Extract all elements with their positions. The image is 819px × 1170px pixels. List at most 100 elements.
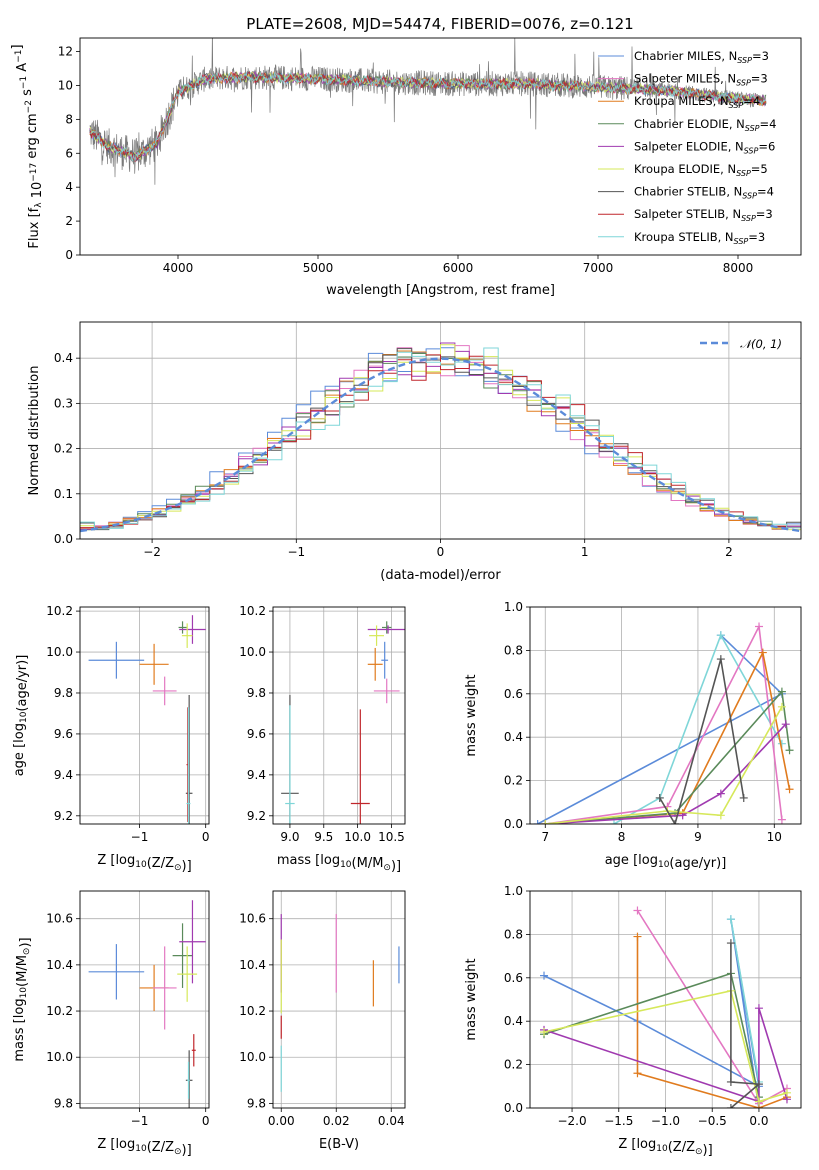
x-tick-label: 9.0 (280, 830, 299, 844)
figure-title: PLATE=2608, MJD=54474, FIBERID=0076, z=0… (246, 15, 633, 33)
x-tick-label: −1 (131, 1114, 149, 1128)
x-axis-label: Z [log10(Z/Z⊙)] (618, 1137, 712, 1158)
plot-area (88, 900, 206, 1108)
x-axis-label: (data-model)/error (380, 568, 501, 583)
y-axis-label: Normed distribution (27, 366, 42, 496)
x-tick-label: 8000 (723, 261, 754, 275)
series-marker (716, 655, 725, 664)
x-tick-label: 9 (694, 830, 702, 844)
y-tick-label: 9.4 (247, 768, 266, 782)
axes-frame (79, 890, 210, 1109)
x-tick-label: −1.5 (604, 1114, 633, 1128)
mass-vs-metallicity-panel: −1 0 9.8 10.0 10.2 10.4 10.6 Z [log10(Z/Z⊙)] mas… (12, 890, 210, 1158)
x-tick-label: −2 (143, 545, 161, 559)
series-marker (754, 1080, 763, 1089)
y-tick-label: 10.2 (46, 604, 73, 618)
y-tick-label: 12 (58, 45, 73, 59)
x-tick-label: 0.04 (378, 1114, 405, 1128)
legend-label: Salpeter ELODIE, NSSP=6 (634, 139, 775, 155)
y-axis-label: mass weight (464, 958, 479, 1040)
series-marker (540, 971, 549, 980)
y-tick-label: 0 (65, 248, 73, 262)
legend-label: Salpeter STELIB, NSSP=3 (634, 207, 773, 223)
legend-label: Chabrier MILES, NSSP=3 (634, 49, 769, 65)
x-tick-label: 0.00 (268, 1114, 295, 1128)
y-tick-label: 0.0 (504, 1101, 523, 1115)
series-marker (726, 939, 735, 948)
series-marker (633, 906, 642, 915)
y-tick-label: 10.0 (46, 1050, 73, 1064)
y-tick-label: 9.6 (247, 727, 266, 741)
y-tick-label: 9.2 (54, 809, 73, 823)
axes-frame (272, 606, 406, 825)
y-tick-label: 9.6 (54, 727, 73, 741)
y-tick-label: 4 (65, 180, 73, 194)
y-tick-label: 10 (58, 78, 73, 92)
x-tick-label: 0.02 (323, 1114, 350, 1128)
y-tick-label: 10.0 (239, 1050, 266, 1064)
series-marker (533, 820, 542, 824)
x-axis-label: age [log10(age/yr)] (605, 853, 727, 871)
x-tick-label: −0.5 (698, 1114, 727, 1128)
x-tick-label: 2 (725, 545, 733, 559)
x-tick-label: 1 (581, 545, 589, 559)
y-tick-label: 0.2 (504, 774, 523, 788)
series-line (545, 650, 791, 824)
series-marker (785, 746, 794, 755)
series-line (659, 658, 745, 824)
series-marker (777, 687, 786, 696)
series-marker (777, 815, 786, 824)
y-tick-label: 0.4 (54, 351, 73, 365)
axes-frame (529, 606, 802, 825)
legend-label: Salpeter MILES, NSSP=3 (634, 72, 768, 88)
y-axis-label: mass [log10(M/M⊙)] (12, 937, 33, 1061)
series-marker (671, 820, 680, 824)
axes-frame (272, 890, 406, 1109)
y-axis-label: age [log10(age/yr)] (12, 655, 30, 777)
plot-area (540, 906, 791, 1108)
series-marker (726, 1104, 735, 1108)
y-tick-label: 9.2 (247, 809, 266, 823)
y-tick-label: 2 (65, 214, 73, 228)
x-tick-label: 7000 (583, 261, 614, 275)
series-marker (716, 811, 725, 820)
y-tick-label: 0.8 (504, 643, 523, 657)
x-tick-label: 10.5 (378, 830, 405, 844)
legend-label: Kroupa STELIB, NSSP=3 (634, 230, 765, 246)
plot-area (80, 342, 801, 533)
series-marker (655, 793, 664, 802)
series-marker (754, 1004, 763, 1013)
plot-area (280, 914, 400, 1092)
series-marker (609, 820, 618, 824)
residual-histogram (80, 347, 801, 530)
y-tick-label: 0.4 (504, 730, 523, 744)
x-tick-label: 4000 (163, 261, 194, 275)
residual-histogram-panel: −2 −1 0 1 2 0.0 0.1 0.2 0.3 0.4 (data-model)/error… (27, 321, 802, 583)
y-tick-label: 10.6 (46, 912, 73, 926)
y-tick-label: 0.3 (54, 396, 73, 410)
series-line (543, 989, 788, 1103)
y-axis-label: mass weight (464, 674, 479, 756)
x-tick-label: 0 (437, 545, 445, 559)
x-tick-label: 6000 (443, 261, 474, 275)
y-tick-label: 0.6 (504, 687, 523, 701)
series-marker (633, 932, 642, 941)
legend-label: Chabrier STELIB, NSSP=4 (634, 185, 774, 201)
y-tick-label: 8 (65, 112, 73, 126)
age-vs-mass-panel: 9.0 9.5 10.0 10.5 9.2 9.4 9.6 9.8 10.0 10.2 mass [… (239, 604, 406, 874)
x-tick-label: −1.0 (651, 1114, 680, 1128)
x-tick-label: 0 (202, 830, 210, 844)
series-line (730, 943, 761, 1108)
series-marker (726, 915, 735, 924)
legend-label: Kroupa ELODIE, NSSP=5 (634, 162, 768, 178)
axes-frame (529, 890, 802, 1109)
series-line (545, 706, 783, 824)
x-tick-label: 5000 (303, 261, 334, 275)
legend-label: 𝒩(0, 1) (740, 337, 782, 351)
y-tick-label: 9.8 (54, 1096, 73, 1110)
residual-histogram (80, 345, 801, 530)
y-tick-label: 9.8 (247, 1096, 266, 1110)
y-tick-label: 9.4 (54, 768, 73, 782)
series-line (545, 623, 783, 824)
y-tick-label: 10.6 (239, 912, 266, 926)
